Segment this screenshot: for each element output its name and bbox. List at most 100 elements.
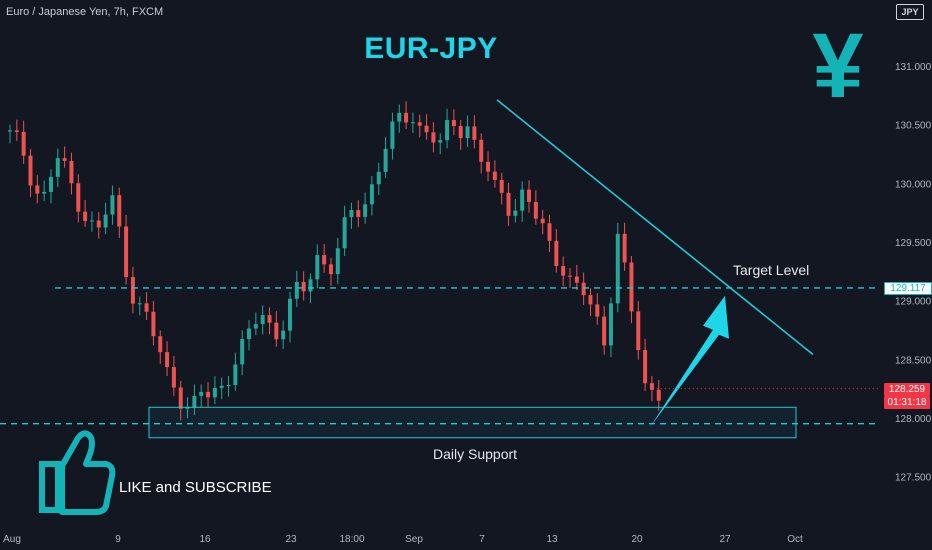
candle — [212, 387, 217, 398]
time-tick-label: 13 — [546, 534, 558, 545]
candle — [89, 220, 94, 222]
like-subscribe-label: LIKE and SUBSCRIBE — [119, 479, 272, 496]
price-tick-label: 128.000 — [895, 414, 932, 425]
candle — [151, 311, 156, 337]
target-price-tag: 129.117 — [884, 282, 932, 295]
candle — [349, 210, 354, 218]
candle — [322, 255, 327, 265]
candle — [301, 282, 306, 292]
candle — [247, 328, 252, 340]
candle — [431, 132, 436, 143]
candle — [643, 350, 648, 384]
candle — [62, 158, 67, 161]
candle — [281, 330, 286, 340]
candle — [656, 389, 661, 401]
thumbs-up-icon — [39, 430, 116, 515]
target-level-label: Target Level — [733, 262, 810, 278]
time-tick-label: 16 — [199, 534, 211, 545]
candle — [567, 275, 572, 277]
candle — [506, 192, 511, 216]
candle — [424, 125, 429, 133]
up-arrow-icon — [650, 295, 729, 428]
price-tick-label: 130.500 — [895, 121, 932, 132]
candlestick-series — [8, 101, 661, 421]
price-axis: 131.000 130.500 130.000 129.500 129.000 128.5… — [895, 62, 932, 484]
candle — [294, 282, 299, 299]
candle — [96, 220, 101, 228]
candle — [335, 248, 340, 275]
candle — [376, 171, 381, 185]
candle — [629, 262, 634, 312]
candle — [451, 120, 456, 127]
candle — [253, 324, 258, 329]
candle — [520, 189, 525, 211]
candle — [410, 122, 415, 124]
candle — [363, 204, 368, 217]
candle — [486, 161, 491, 172]
candle — [458, 126, 463, 139]
time-tick-label: Aug — [3, 534, 21, 545]
candle — [561, 266, 566, 276]
candle — [547, 223, 552, 241]
levels-layer — [0, 99, 880, 439]
candle — [158, 336, 163, 353]
candle — [267, 315, 272, 323]
price-tick-label: 129.000 — [895, 297, 932, 308]
candle — [492, 171, 497, 180]
time-tick-label: 23 — [285, 534, 297, 545]
time-tick-label: 7 — [479, 534, 485, 545]
candle — [144, 303, 149, 312]
candle — [178, 387, 183, 409]
candle — [55, 158, 60, 177]
candle — [130, 277, 135, 304]
candle — [315, 255, 320, 280]
candle — [479, 139, 484, 162]
candle — [472, 126, 477, 140]
candle — [533, 201, 538, 219]
candle — [383, 148, 388, 172]
candle — [649, 383, 654, 390]
time-tick-label: 9 — [115, 534, 121, 545]
candle — [103, 214, 108, 228]
candle — [328, 264, 333, 275]
candle — [171, 367, 176, 388]
candle — [636, 311, 641, 351]
candle — [274, 322, 279, 340]
candle — [117, 195, 122, 227]
candle — [233, 364, 238, 386]
candle — [14, 130, 19, 132]
candle — [192, 395, 197, 408]
yen-symbol: ¥ — [812, 15, 864, 117]
candle — [83, 211, 88, 221]
candle — [76, 183, 81, 212]
chart-headline: EUR-JPY — [364, 32, 498, 65]
candle — [260, 315, 265, 325]
candle — [540, 218, 545, 224]
candle — [608, 303, 613, 346]
candle — [513, 210, 518, 216]
candle — [199, 391, 204, 396]
candle — [342, 217, 347, 249]
candle — [35, 185, 40, 194]
last-price-tag: 128.259 — [884, 383, 930, 396]
candle — [404, 112, 409, 123]
candle — [48, 176, 53, 192]
price-tick-label: 130.000 — [895, 179, 932, 190]
candle — [42, 191, 47, 194]
candle — [21, 131, 26, 156]
currency-badge[interactable]: JPY — [896, 4, 924, 20]
price-tick-label: 131.000 — [895, 62, 932, 73]
candle — [240, 339, 245, 365]
candle — [8, 130, 12, 132]
time-tick-label: 20 — [631, 534, 643, 545]
daily-support-label: Daily Support — [433, 446, 518, 462]
candle — [369, 184, 374, 205]
candle — [622, 233, 627, 263]
candle — [602, 316, 607, 346]
candle — [219, 385, 224, 388]
time-axis: Aug 9 16 23 18:00 Sep 7 13 20 27 Oct — [3, 534, 803, 545]
time-tick-label: 27 — [719, 534, 731, 545]
candle — [69, 160, 74, 184]
candle — [595, 304, 600, 317]
